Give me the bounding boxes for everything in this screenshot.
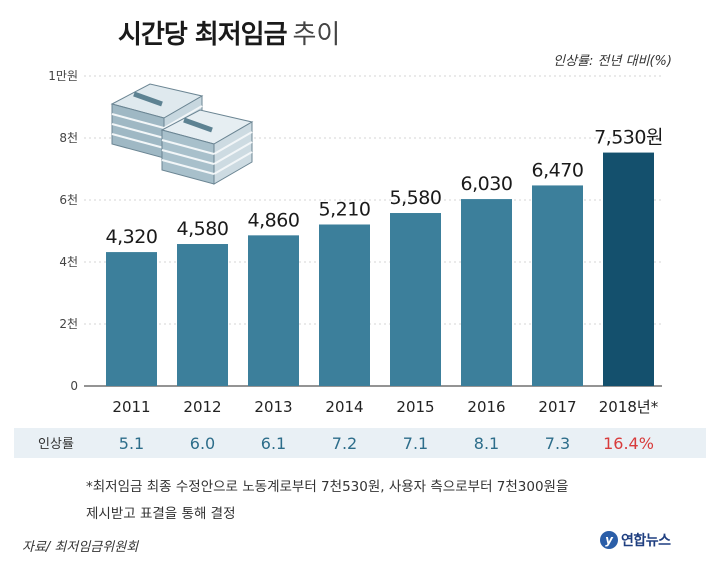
bar-value-label: 6,030 — [461, 173, 513, 195]
bar — [461, 199, 512, 386]
x-tick-label: 2014 — [325, 398, 363, 416]
x-tick-label: 2015 — [396, 398, 434, 416]
footnote: *최저임금 최종 수정안으로 노동계로부터 7천530원, 사용자 측으로부터 … — [86, 474, 686, 528]
bar-value-label: 4,860 — [248, 209, 300, 231]
bar-value-label: 7,530원 — [594, 127, 663, 149]
bar-value-label: 5,210 — [319, 198, 371, 220]
bar — [319, 224, 370, 386]
bar-value-label: 4,320 — [106, 226, 158, 248]
rates-layer: 인상률 5.1 6.0 6.1 7.2 7.1 8.1 7.3 16.4% — [14, 428, 706, 458]
rate-value: 6.1 — [261, 434, 286, 453]
brand-name: 연합뉴스 — [621, 533, 671, 549]
chart-title: 시간당 최저임금 추이 — [118, 14, 340, 51]
rate-value: 7.2 — [332, 434, 357, 453]
x-tick-label: 2013 — [254, 398, 292, 416]
bar — [177, 244, 228, 386]
source-credit: 자료/ 최저임금위원회 — [22, 540, 139, 555]
bars-layer: 4,320 2011 4,580 2012 4,860 2013 5,210 2014 5,58… — [106, 127, 664, 416]
footnote-line-1: *최저임금 최종 수정안으로 노동계로부터 7천530원, 사용자 측으로부터 … — [86, 479, 569, 495]
brand-logo: y 연합뉴스 — [600, 530, 671, 550]
y-tick-label: 2천 — [59, 316, 78, 331]
rate-row-label: 인상률 — [38, 437, 74, 452]
yonhap-logo-icon: y — [600, 531, 618, 549]
x-tick-label: 2011 — [112, 398, 150, 416]
rate-value: 6.0 — [190, 434, 215, 453]
rate-value: 16.4% — [603, 434, 654, 453]
title-sub: 추이 — [292, 20, 341, 50]
title-main: 시간당 최저임금 — [118, 20, 287, 50]
rate-value: 5.1 — [119, 434, 144, 453]
bar — [390, 213, 441, 386]
x-tick-label: 2016 — [467, 398, 505, 416]
bar — [248, 235, 299, 386]
bar-value-label: 5,580 — [390, 187, 442, 209]
money-stack-icon — [110, 83, 254, 185]
y-tick-label: 0 — [70, 379, 78, 393]
rate-value: 7.3 — [545, 434, 570, 453]
y-tick-label: 1만원 — [48, 69, 78, 83]
rate-value: 8.1 — [474, 434, 499, 453]
bar-value-label: 6,470 — [532, 159, 584, 181]
x-tick-label: 2017 — [538, 398, 576, 416]
rate-note: 인상률: 전년 대비(%) — [553, 54, 672, 69]
rate-row-background — [14, 428, 706, 458]
footnote-line-2: 제시받고 표결을 통해 결정 — [86, 506, 236, 522]
bar — [603, 152, 654, 386]
y-tick-label: 8천 — [59, 130, 78, 145]
x-tick-label: 2012 — [183, 398, 221, 416]
x-tick-label: 2018년* — [599, 398, 659, 416]
y-tick-label: 4천 — [59, 254, 78, 269]
rate-value: 7.1 — [403, 434, 428, 453]
bar — [106, 252, 157, 386]
y-tick-label: 6천 — [59, 192, 78, 207]
bar — [532, 185, 583, 386]
bar-value-label: 4,580 — [177, 218, 229, 240]
